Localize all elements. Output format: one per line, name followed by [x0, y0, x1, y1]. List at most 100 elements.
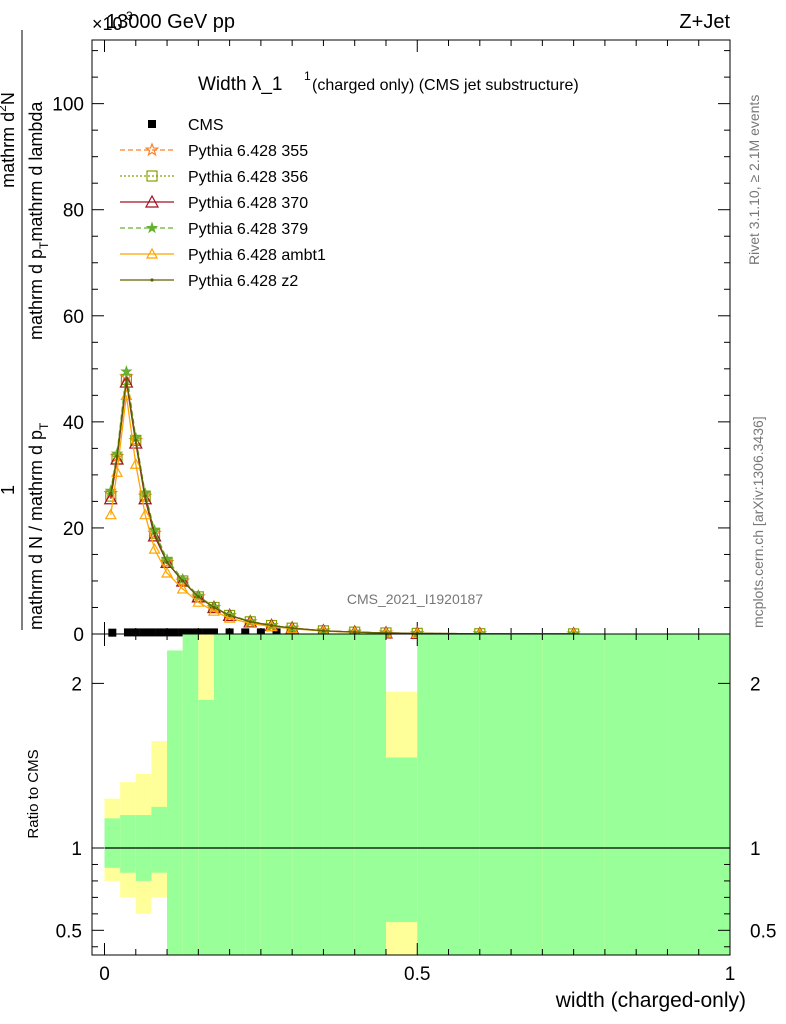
ambt1-point — [223, 611, 236, 623]
ylabel-num: 1 — [0, 485, 18, 495]
y-axis-label: 1 mathrm d N / mathrm d pT mathrm d2N ma… — [0, 30, 51, 630]
ylabel-den-sub: T — [37, 422, 51, 430]
y-tick-label: 0 — [73, 625, 84, 646]
x-axis-label: width (charged-only) — [555, 989, 746, 1012]
ylabel-rnum-a: mathrm d — [0, 112, 18, 188]
exponent-power: 3 — [126, 9, 133, 23]
ratio-green-band — [198, 699, 214, 955]
cms-data-point — [256, 628, 265, 637]
z2-point — [212, 605, 216, 610]
ambt1-point — [139, 508, 152, 520]
cms-data-point — [131, 628, 140, 637]
p355-point — [144, 142, 160, 157]
ratio-green-band — [229, 634, 246, 955]
series-line-p356 — [110, 379, 574, 635]
process-label: Z+Jet — [679, 11, 730, 33]
mcplots-side-text: mcplots.cern.ch [arXiv:1306.3436] — [750, 416, 766, 628]
ylabel-rden-sub: T — [37, 241, 51, 249]
analysis-watermark: CMS_2021_I1920187 — [347, 591, 483, 607]
series-line-p379 — [110, 371, 574, 635]
ratio-green-band — [151, 806, 168, 873]
plot-title-sup: 1 — [304, 69, 311, 83]
ratio-green-band — [120, 815, 136, 873]
cms-data-point — [108, 628, 117, 637]
ratio-green-band — [245, 634, 261, 955]
ratio-green-band — [604, 634, 668, 955]
p355-point — [159, 554, 175, 569]
ratio-green-band — [385, 757, 418, 923]
p370-point — [144, 194, 160, 208]
legend-label: Pythia 6.428 ambt1 — [188, 247, 326, 264]
energy-label: 13000 GeV pp — [106, 11, 235, 33]
series-line-p370 — [110, 381, 574, 635]
ylabel-right-num: mathrm d2N — [0, 92, 18, 188]
series-line-z2 — [110, 379, 574, 635]
cms-data-point — [178, 628, 187, 637]
z2-point — [196, 595, 200, 599]
cms-data-point — [170, 628, 179, 637]
z2-point — [150, 278, 154, 282]
cms-data-point — [225, 628, 234, 637]
p370-point — [110, 451, 125, 465]
legend-label: Pythia 6.428 379 — [188, 221, 308, 238]
ylabel-rden-a: mathrm d p — [26, 249, 46, 340]
z2-point — [321, 629, 326, 633]
legend: CMS Pythia 6.428 355 Pythia 6.428 356 Pythi… — [120, 117, 326, 290]
ambt1-point — [129, 458, 142, 469]
ylabel-rden-end: mathrm d lambda — [26, 101, 46, 242]
plot-title-sub: (charged only) (CMS jet substructure) — [312, 77, 579, 94]
ylabel-den: mathrm d N / mathrm d pT — [26, 422, 51, 630]
cms-data-point — [123, 628, 132, 637]
series-line-ambt1 — [110, 395, 574, 635]
legend-label: Pythia 6.428 z2 — [188, 273, 298, 290]
ratio-green-band — [276, 634, 293, 955]
cms-data-point — [194, 628, 203, 637]
ratio-y-tick-label-right: 1 — [750, 839, 761, 860]
ylabel-den-main: mathrm d N / mathrm d p — [26, 430, 46, 630]
ratio-axis-label: Ratio to CMS — [25, 749, 42, 838]
ambt1-point — [207, 604, 220, 616]
plot-title: Width λ_1 — [198, 74, 282, 95]
ratio-green-band — [167, 650, 183, 955]
exponent-label: ×10 — [92, 14, 123, 34]
ambt1-point — [104, 508, 117, 520]
y-tick-label: 40 — [63, 413, 84, 434]
z2-point — [124, 377, 129, 382]
ratio-green-band — [323, 634, 355, 955]
p356-point — [146, 170, 158, 182]
ratio-green-band — [182, 634, 199, 955]
ylabel-rnum-sup: 2 — [0, 105, 9, 112]
z2-point — [353, 630, 357, 634]
ratio-y-tick-label-right: 0.5 — [750, 921, 776, 942]
ratio-panel: 0 0.5 1 0.5 0.5 1 1 2 2 — [56, 633, 776, 985]
ratio-green-band — [479, 634, 543, 955]
x-tick-label: 1 — [725, 964, 736, 985]
p370-point — [119, 374, 134, 388]
cms-data-point — [155, 628, 164, 637]
z2-point — [115, 454, 119, 458]
ambt1-point — [148, 542, 161, 554]
z2-point — [181, 579, 185, 583]
ratio-green-band — [417, 634, 480, 955]
x-tick-label: 0 — [99, 964, 110, 985]
ambt1-point — [176, 582, 189, 594]
ratio-y-tick-label-right: 2 — [750, 674, 761, 695]
ratio-green-band — [213, 634, 230, 955]
cms-data-point — [139, 628, 148, 637]
cms-data-point — [163, 628, 172, 637]
legend-label: Pythia 6.428 370 — [188, 195, 308, 212]
ambt1-point — [192, 595, 205, 607]
cms-data-point — [148, 120, 156, 128]
x-tick-label: 0.5 — [404, 964, 430, 985]
p379-point — [145, 221, 159, 234]
z2-point — [269, 623, 274, 628]
ratio-y-tick-label: 1 — [71, 839, 82, 860]
cms-data-point — [186, 628, 195, 637]
z2-point — [152, 531, 157, 535]
z2-point — [109, 491, 113, 496]
y-tick-label: 80 — [63, 201, 84, 222]
z2-point — [290, 626, 294, 630]
cms-data-point — [272, 628, 281, 637]
p370-point — [175, 573, 190, 587]
